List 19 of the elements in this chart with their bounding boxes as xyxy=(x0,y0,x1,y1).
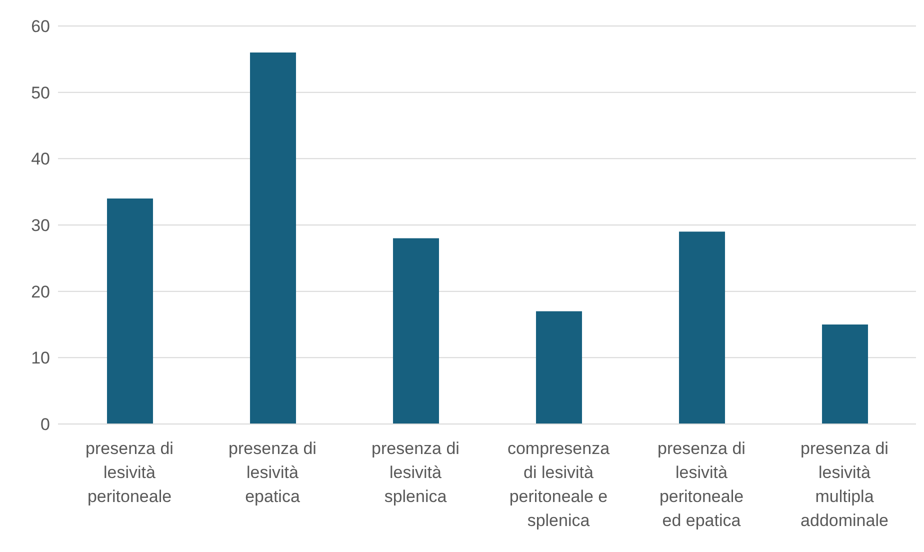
y-tick-label: 40 xyxy=(31,150,50,169)
x-tick-label: presenza di lesività epatica xyxy=(228,439,316,506)
x-tick-label: presenza di lesività multipla addominale xyxy=(800,439,888,530)
x-tick-label: presenza di lesività peritoneale ed epatica xyxy=(658,439,746,530)
y-tick-label: 10 xyxy=(31,348,50,368)
y-tick-label: 20 xyxy=(31,282,50,302)
y-tick-label: 60 xyxy=(31,17,50,36)
x-tick-label: compresenza di lesività peritoneale e splenica xyxy=(507,439,610,530)
bar xyxy=(107,198,153,424)
bar xyxy=(393,238,439,424)
x-tick-label: presenza di lesività splenica xyxy=(372,439,460,506)
y-tick-label: 0 xyxy=(40,415,50,434)
y-tick-label: 50 xyxy=(31,83,50,102)
bar xyxy=(250,52,296,424)
y-tick-label: 30 xyxy=(31,216,50,236)
x-tick-label: presenza di lesività peritoneale xyxy=(86,439,174,506)
bar xyxy=(679,232,725,424)
bar xyxy=(822,324,868,424)
bar xyxy=(536,311,582,424)
